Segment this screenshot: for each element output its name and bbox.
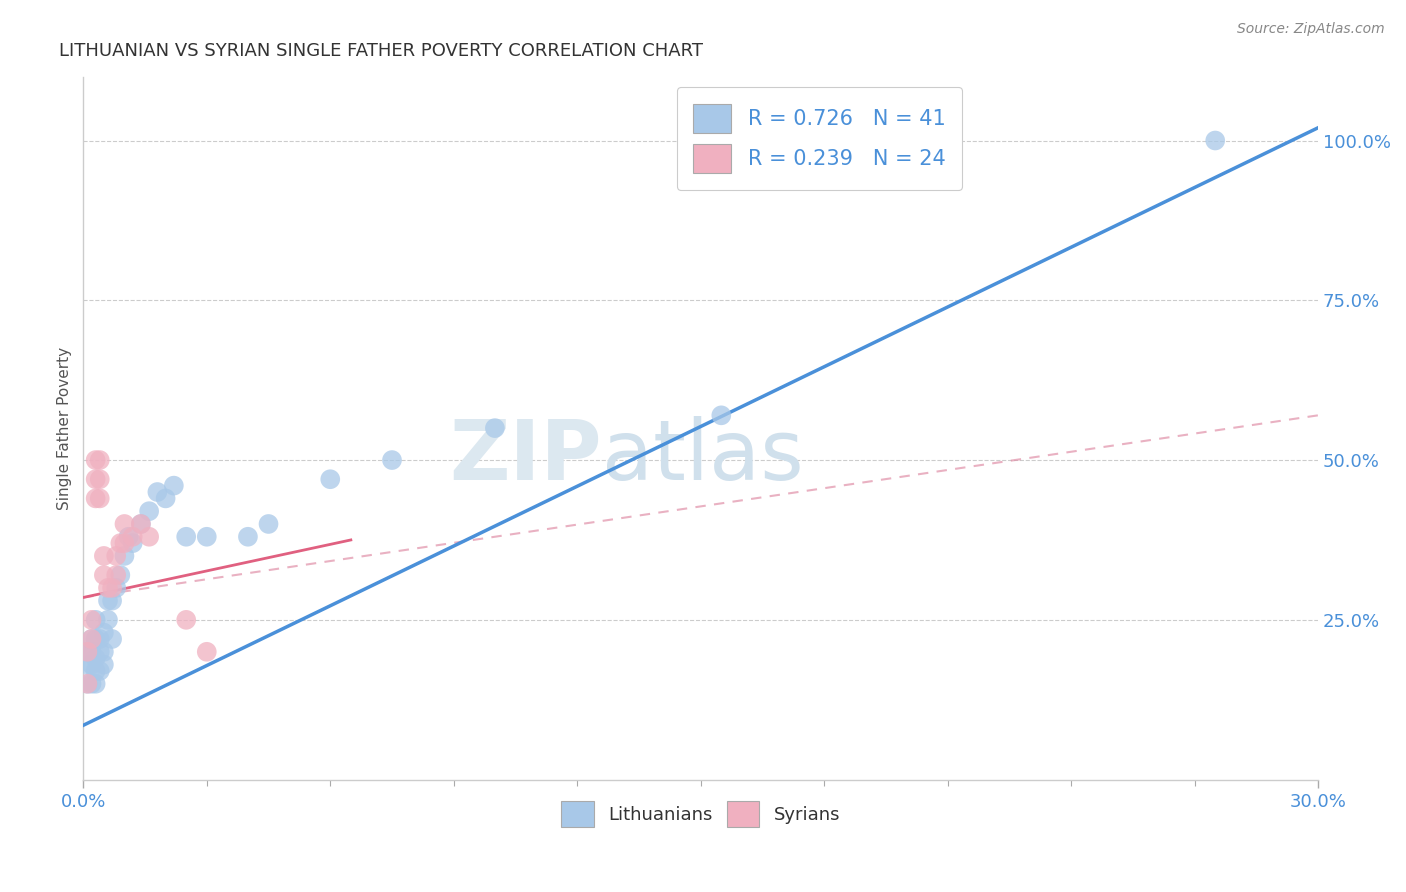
- Point: [101, 593, 124, 607]
- Point: [89, 664, 111, 678]
- Point: [76, 657, 98, 672]
- Point: [195, 530, 218, 544]
- Text: ZIP: ZIP: [450, 416, 602, 497]
- Point: [319, 472, 342, 486]
- Point: [89, 453, 111, 467]
- Point: [110, 568, 132, 582]
- Point: [93, 568, 115, 582]
- Point: [114, 516, 136, 531]
- Point: [129, 516, 152, 531]
- Point: [97, 613, 120, 627]
- Point: [138, 504, 160, 518]
- Point: [89, 632, 111, 646]
- Point: [146, 485, 169, 500]
- Point: [381, 453, 404, 467]
- Point: [89, 472, 111, 486]
- Point: [710, 409, 733, 423]
- Text: Source: ZipAtlas.com: Source: ZipAtlas.com: [1237, 22, 1385, 37]
- Point: [195, 645, 218, 659]
- Point: [80, 632, 103, 646]
- Text: LITHUANIAN VS SYRIAN SINGLE FATHER POVERTY CORRELATION CHART: LITHUANIAN VS SYRIAN SINGLE FATHER POVER…: [59, 42, 703, 60]
- Point: [129, 516, 152, 531]
- Point: [76, 645, 98, 659]
- Point: [97, 593, 120, 607]
- Point: [80, 632, 103, 646]
- Point: [121, 530, 143, 544]
- Y-axis label: Single Father Poverty: Single Father Poverty: [58, 346, 72, 509]
- Point: [84, 491, 107, 506]
- Point: [121, 536, 143, 550]
- Point: [174, 530, 197, 544]
- Point: [484, 421, 506, 435]
- Point: [105, 581, 128, 595]
- Legend: Lithuanians, Syrians: Lithuanians, Syrians: [554, 794, 848, 834]
- Point: [236, 530, 259, 544]
- Point: [93, 549, 115, 563]
- Point: [84, 472, 107, 486]
- Point: [84, 651, 107, 665]
- Point: [105, 568, 128, 582]
- Point: [80, 613, 103, 627]
- Point: [138, 530, 160, 544]
- Point: [93, 657, 115, 672]
- Point: [110, 536, 132, 550]
- Point: [93, 645, 115, 659]
- Point: [1204, 134, 1226, 148]
- Point: [117, 530, 139, 544]
- Point: [84, 664, 107, 678]
- Point: [174, 613, 197, 627]
- Point: [114, 536, 136, 550]
- Point: [101, 581, 124, 595]
- Point: [84, 453, 107, 467]
- Point: [101, 632, 124, 646]
- Point: [97, 581, 120, 595]
- Point: [80, 677, 103, 691]
- Point: [76, 677, 98, 691]
- Point: [155, 491, 177, 506]
- Point: [93, 625, 115, 640]
- Point: [114, 549, 136, 563]
- Point: [76, 645, 98, 659]
- Point: [257, 516, 280, 531]
- Point: [84, 677, 107, 691]
- Point: [84, 613, 107, 627]
- Point: [84, 632, 107, 646]
- Point: [89, 491, 111, 506]
- Point: [89, 645, 111, 659]
- Point: [80, 657, 103, 672]
- Point: [163, 478, 186, 492]
- Point: [105, 549, 128, 563]
- Text: atlas: atlas: [602, 416, 804, 497]
- Point: [80, 645, 103, 659]
- Point: [76, 677, 98, 691]
